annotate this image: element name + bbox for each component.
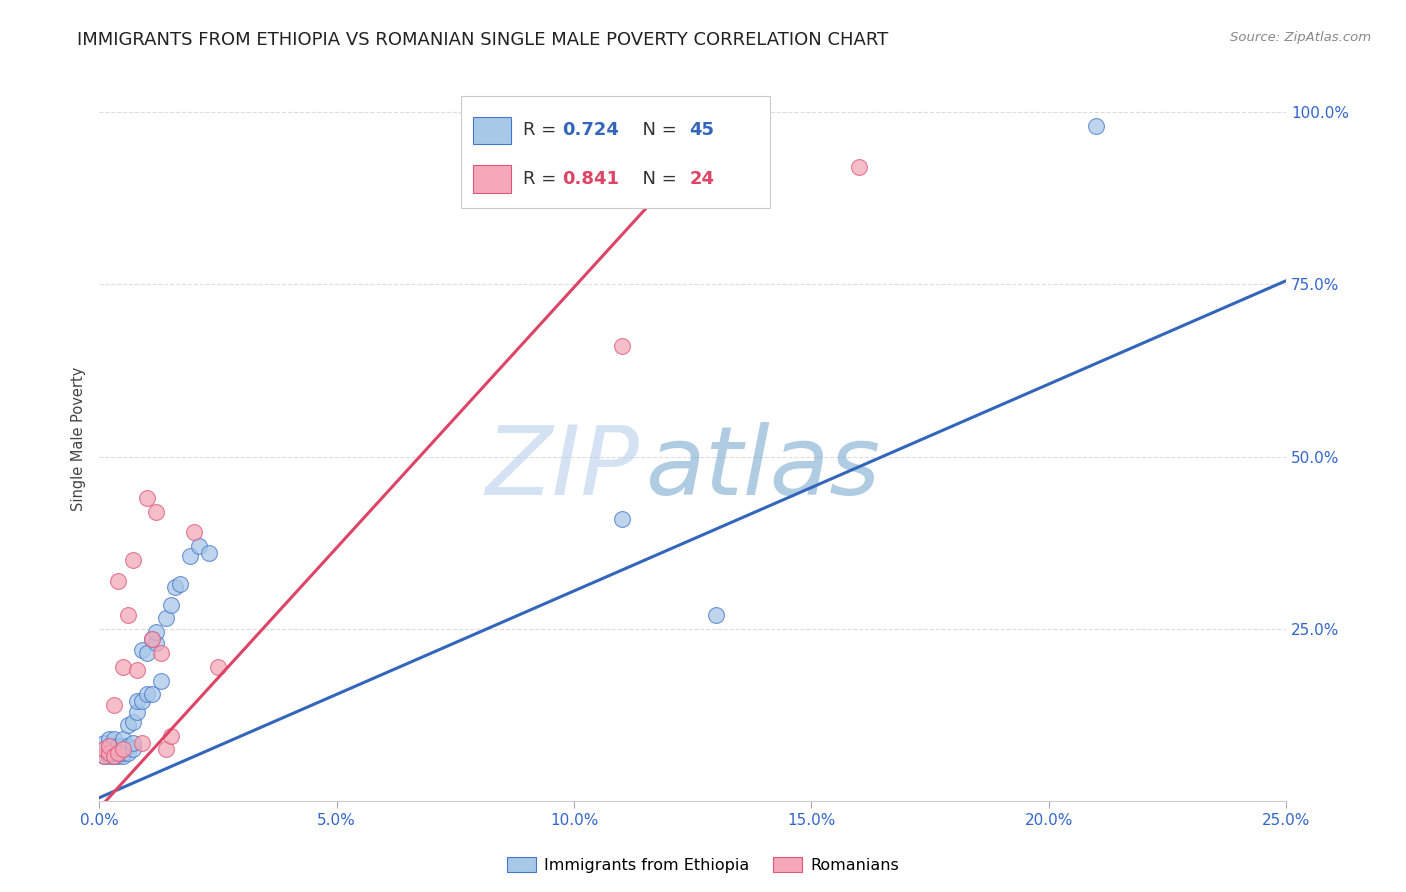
Point: [117, 608, 139, 623]
Point: [145, 635, 167, 649]
Point: [127, 663, 149, 677]
Point: [112, 732, 135, 747]
Text: 24: 24: [689, 169, 714, 187]
Point: [97, 746, 120, 760]
Point: [93, 742, 115, 756]
Point: [610, 511, 633, 525]
Point: [107, 574, 129, 588]
Point: [117, 718, 139, 732]
Point: [97, 739, 120, 753]
Text: 0.841: 0.841: [562, 169, 619, 187]
Point: [145, 625, 167, 640]
Point: [155, 742, 177, 756]
Point: [103, 732, 125, 747]
Text: R =: R =: [523, 169, 562, 187]
Text: Source: ZipAtlas.com: Source: ZipAtlas.com: [1230, 31, 1371, 45]
Point: [117, 746, 139, 760]
Point: [121, 735, 143, 749]
Point: [610, 339, 633, 353]
Point: [135, 687, 157, 701]
Point: [93, 749, 115, 764]
Point: [183, 525, 205, 540]
FancyBboxPatch shape: [461, 95, 770, 208]
Point: [169, 577, 191, 591]
FancyBboxPatch shape: [474, 165, 512, 193]
Point: [112, 659, 135, 673]
Point: [107, 739, 129, 753]
Point: [97, 739, 120, 753]
Point: [107, 749, 129, 764]
Point: [97, 732, 120, 747]
Point: [127, 705, 149, 719]
Point: [145, 505, 167, 519]
Point: [103, 698, 125, 712]
Text: 0.724: 0.724: [562, 121, 619, 139]
Point: [135, 646, 157, 660]
Point: [121, 714, 143, 729]
Text: R =: R =: [523, 121, 562, 139]
FancyBboxPatch shape: [474, 117, 512, 144]
Point: [121, 742, 143, 756]
Point: [141, 632, 163, 647]
Text: atlas: atlas: [645, 422, 880, 515]
Y-axis label: Single Male Poverty: Single Male Poverty: [72, 368, 86, 511]
Point: [93, 749, 115, 764]
Point: [112, 742, 135, 756]
Point: [150, 673, 173, 688]
Point: [97, 746, 120, 760]
Point: [706, 608, 728, 623]
Point: [188, 539, 211, 553]
Point: [150, 646, 173, 660]
Point: [107, 746, 129, 760]
Point: [112, 746, 135, 760]
Text: 45: 45: [689, 121, 714, 139]
Point: [93, 735, 115, 749]
Point: [97, 749, 120, 764]
Point: [103, 746, 125, 760]
Point: [112, 739, 135, 753]
Point: [159, 598, 181, 612]
Point: [159, 729, 181, 743]
Point: [112, 749, 135, 764]
Point: [197, 546, 219, 560]
Point: [131, 694, 153, 708]
Text: IMMIGRANTS FROM ETHIOPIA VS ROMANIAN SINGLE MALE POVERTY CORRELATION CHART: IMMIGRANTS FROM ETHIOPIA VS ROMANIAN SIN…: [77, 31, 889, 49]
Point: [141, 687, 163, 701]
Point: [1085, 119, 1108, 133]
Legend: Immigrants from Ethiopia, Romanians: Immigrants from Ethiopia, Romanians: [501, 851, 905, 880]
Point: [165, 581, 187, 595]
Point: [131, 642, 153, 657]
Point: [127, 694, 149, 708]
Point: [848, 160, 870, 174]
Point: [103, 739, 125, 753]
Point: [135, 491, 157, 505]
Text: ZIP: ZIP: [485, 422, 640, 515]
Point: [179, 549, 201, 564]
Point: [117, 739, 139, 753]
Point: [103, 749, 125, 764]
Text: N =: N =: [631, 121, 682, 139]
Point: [141, 632, 163, 647]
Point: [121, 553, 143, 567]
Text: N =: N =: [631, 169, 682, 187]
Point: [103, 749, 125, 764]
Point: [207, 659, 229, 673]
Point: [155, 611, 177, 625]
Point: [131, 735, 153, 749]
Point: [107, 746, 129, 760]
Point: [93, 742, 115, 756]
